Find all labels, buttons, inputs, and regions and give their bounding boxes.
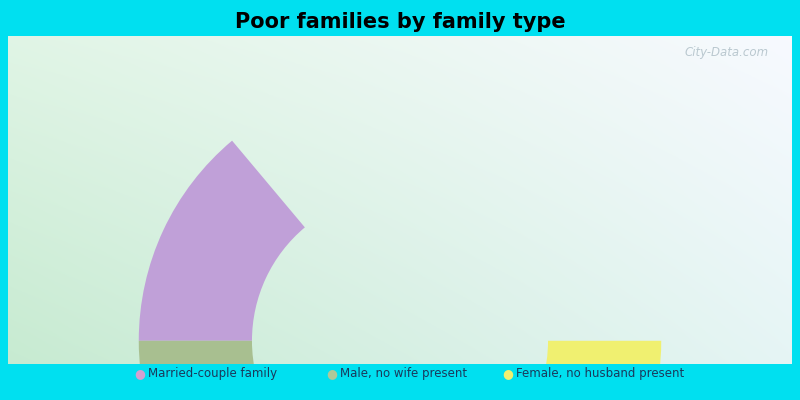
Wedge shape	[138, 341, 510, 400]
Text: ●: ●	[502, 368, 514, 380]
Text: Male, no wife present: Male, no wife present	[340, 368, 467, 380]
Wedge shape	[462, 341, 662, 400]
Text: Female, no husband present: Female, no husband present	[516, 368, 684, 380]
Text: Poor families by family type: Poor families by family type	[234, 12, 566, 32]
Text: City-Data.com: City-Data.com	[684, 46, 769, 59]
Text: ●: ●	[134, 368, 146, 380]
Text: ●: ●	[326, 368, 338, 380]
Text: Married-couple family: Married-couple family	[148, 368, 277, 380]
Wedge shape	[138, 141, 305, 341]
